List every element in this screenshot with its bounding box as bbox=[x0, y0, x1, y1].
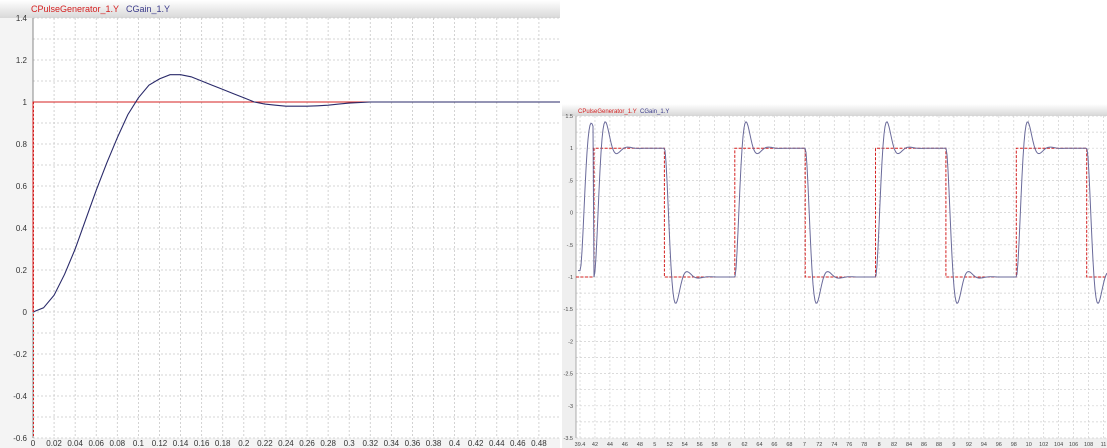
x-tick-label: 66 bbox=[771, 442, 777, 448]
x-tick-label: 11 bbox=[1101, 442, 1107, 448]
y-tick-label: 0.6 bbox=[16, 182, 28, 191]
x-tick-label: 0.48 bbox=[531, 439, 547, 448]
y-tick-label: 0 bbox=[23, 308, 28, 317]
x-tick-label: 0.06 bbox=[88, 439, 104, 448]
x-tick-label: 0.2 bbox=[238, 439, 250, 448]
x-tick-label: 0.08 bbox=[110, 439, 126, 448]
x-tick-label: 42 bbox=[592, 442, 598, 448]
y-tick-label: 1.4 bbox=[16, 14, 28, 23]
x-tick-label: 106 bbox=[1069, 442, 1078, 448]
y-tick-label: 1.2 bbox=[16, 56, 28, 65]
x-tick-label: 0.4 bbox=[449, 439, 461, 448]
legend-item-pulse: CPulseGenerator_1.Y bbox=[578, 109, 637, 115]
x-tick-label: 5 bbox=[653, 442, 656, 448]
x-tick-label: 0.12 bbox=[152, 439, 168, 448]
x-tick-label: 0.02 bbox=[46, 439, 62, 448]
x-tick-label: 52 bbox=[667, 442, 673, 448]
x-tick-label: 86 bbox=[921, 442, 927, 448]
x-tick-label: 98 bbox=[1011, 442, 1017, 448]
x-tick-label: 44 bbox=[607, 442, 613, 448]
y-tick-label: -0.6 bbox=[13, 434, 27, 443]
x-tick-label: 64 bbox=[756, 442, 762, 448]
x-tick-label: 74 bbox=[831, 442, 837, 448]
x-tick-label: 78 bbox=[861, 442, 867, 448]
legend-item-gain: CGain_1.Y bbox=[126, 4, 170, 14]
chart-left-svg: CPulseGenerator_1.Y CGain_1.Y 0 0.02 0.04 0.0… bbox=[0, 0, 560, 448]
x-tick-label: 84 bbox=[906, 442, 912, 448]
x-tick-label: 0.34 bbox=[384, 439, 400, 448]
x-tick-label: 0.44 bbox=[489, 439, 505, 448]
legend-item-pulse: CPulseGenerator_1.Y bbox=[31, 4, 119, 14]
x-tick-label: 0.36 bbox=[405, 439, 421, 448]
x-tick-label: 104 bbox=[1054, 442, 1063, 448]
y-tick-label: 1.5 bbox=[565, 114, 573, 120]
x-tick-label: 82 bbox=[891, 442, 897, 448]
x-tick-label: 0.38 bbox=[426, 439, 442, 448]
x-tick-label: 6 bbox=[728, 442, 731, 448]
x-tick-label: 7 bbox=[803, 442, 806, 448]
chart-left-legend: CPulseGenerator_1.Y CGain_1.Y bbox=[31, 4, 170, 14]
y-tick-label: 0.8 bbox=[16, 140, 28, 149]
y-tick-label: -2 bbox=[568, 339, 573, 345]
y-tick-label: -.5 bbox=[567, 243, 573, 249]
x-tick-label: 62 bbox=[741, 442, 747, 448]
chart-left-header bbox=[0, 0, 560, 18]
chart-right-svg: CPulseGenerator_1.Y CGain_1.Y1.51.50-.5-1… bbox=[562, 104, 1107, 448]
x-tick-label: 0.14 bbox=[173, 439, 189, 448]
x-tick-label: 58 bbox=[712, 442, 718, 448]
y-tick-label: -1.5 bbox=[564, 307, 573, 313]
x-tick-label: 56 bbox=[697, 442, 703, 448]
x-tick-label: 9 bbox=[952, 442, 955, 448]
x-tick-label: 10 bbox=[1026, 442, 1032, 448]
x-tick-label: 0.1 bbox=[133, 439, 145, 448]
legend-item-gain: CGain_1.Y bbox=[640, 109, 669, 115]
x-tick-label: 0.26 bbox=[299, 439, 315, 448]
x-tick-label: 0.18 bbox=[215, 439, 231, 448]
x-tick-label: 0 bbox=[31, 439, 36, 448]
x-tick-label: 0.32 bbox=[362, 439, 378, 448]
x-tick-label: 0.16 bbox=[194, 439, 210, 448]
y-tick-label: -3 bbox=[568, 404, 573, 410]
x-tick-label: 76 bbox=[846, 442, 852, 448]
x-tick-label: 0.42 bbox=[468, 439, 484, 448]
y-tick-label: -0.4 bbox=[13, 392, 27, 401]
series-line-gain bbox=[32, 74, 560, 313]
x-tick-label: 96 bbox=[996, 442, 1002, 448]
y-tick-label: -0.2 bbox=[13, 350, 27, 359]
x-tick-label: 48 bbox=[637, 442, 643, 448]
y-tick-label: 0.2 bbox=[16, 266, 28, 275]
x-tick-label: 68 bbox=[786, 442, 792, 448]
x-tick-label: 88 bbox=[936, 442, 942, 448]
x-tick-label: 92 bbox=[966, 442, 972, 448]
y-tick-label: -1 bbox=[568, 275, 573, 281]
x-tick-label: 102 bbox=[1039, 442, 1048, 448]
x-tick-label: 0.22 bbox=[257, 439, 273, 448]
x-tick-label: 54 bbox=[682, 442, 688, 448]
x-tick-label: 8 bbox=[878, 442, 881, 448]
x-tick-label: 0.24 bbox=[278, 439, 294, 448]
y-tick-label: 1 bbox=[570, 146, 573, 152]
y-tick-label: 0.4 bbox=[16, 224, 28, 233]
y-tick-label: -2.5 bbox=[564, 372, 573, 378]
y-tick-label: 1 bbox=[23, 98, 28, 107]
x-tick-label: 0.46 bbox=[510, 439, 526, 448]
chart-left: CPulseGenerator_1.Y CGain_1.Y 0 0.02 0.04 0.0… bbox=[0, 0, 560, 448]
x-tick-label: 72 bbox=[816, 442, 822, 448]
x-tick-label: 0.28 bbox=[320, 439, 336, 448]
y-tick-label: 0 bbox=[570, 211, 573, 217]
x-tick-label: 108 bbox=[1084, 442, 1093, 448]
x-tick-label: 39.4 bbox=[575, 442, 586, 448]
chart-right-header bbox=[562, 104, 1107, 116]
x-tick-label: 46 bbox=[622, 442, 628, 448]
x-tick-label: 0.04 bbox=[67, 439, 83, 448]
y-tick-label: -3.5 bbox=[564, 436, 573, 442]
x-tick-label: 94 bbox=[981, 442, 987, 448]
series-line-gain bbox=[578, 121, 1107, 305]
chart-right: CPulseGenerator_1.Y CGain_1.Y 1.5 1.5 0 -.5 -1… bbox=[562, 104, 1107, 448]
chart-right-legend: CPulseGenerator_1.Y CGain_1.Y bbox=[578, 109, 669, 115]
x-tick-label: 0.3 bbox=[344, 439, 356, 448]
y-tick-label: .5 bbox=[568, 178, 573, 184]
chart-left-plot-area bbox=[33, 18, 560, 438]
